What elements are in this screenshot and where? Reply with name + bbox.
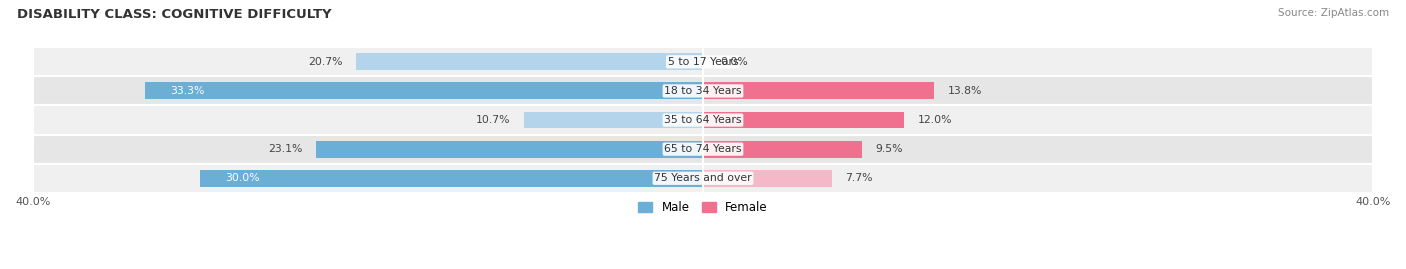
Bar [145, 83, 703, 99]
Bar [200, 170, 703, 187]
Legend: Male, Female: Male, Female [634, 196, 772, 219]
Bar [523, 112, 703, 129]
Text: 18 to 34 Years: 18 to 34 Years [664, 86, 742, 96]
Bar [316, 141, 703, 158]
Bar [703, 170, 832, 187]
Bar [32, 134, 1374, 164]
Text: 7.7%: 7.7% [845, 173, 873, 183]
Text: 23.1%: 23.1% [269, 144, 302, 154]
Bar [32, 76, 1374, 105]
Bar [703, 141, 862, 158]
Text: 75 Years and over: 75 Years and over [654, 173, 752, 183]
Text: 9.5%: 9.5% [876, 144, 903, 154]
Text: 30.0%: 30.0% [225, 173, 260, 183]
Bar [356, 53, 703, 70]
Bar [703, 83, 934, 99]
Text: 10.7%: 10.7% [475, 115, 510, 125]
Text: 35 to 64 Years: 35 to 64 Years [664, 115, 742, 125]
Text: 20.7%: 20.7% [308, 57, 343, 67]
Bar [32, 105, 1374, 134]
Bar [32, 47, 1374, 76]
Text: 12.0%: 12.0% [918, 115, 952, 125]
Text: 65 to 74 Years: 65 to 74 Years [664, 144, 742, 154]
Text: 0.0%: 0.0% [720, 57, 748, 67]
Text: 33.3%: 33.3% [170, 86, 204, 96]
Text: 5 to 17 Years: 5 to 17 Years [668, 57, 738, 67]
Text: DISABILITY CLASS: COGNITIVE DIFFICULTY: DISABILITY CLASS: COGNITIVE DIFFICULTY [17, 8, 332, 21]
Text: 13.8%: 13.8% [948, 86, 981, 96]
Bar [703, 112, 904, 129]
Bar [32, 164, 1374, 193]
Text: Source: ZipAtlas.com: Source: ZipAtlas.com [1278, 8, 1389, 18]
